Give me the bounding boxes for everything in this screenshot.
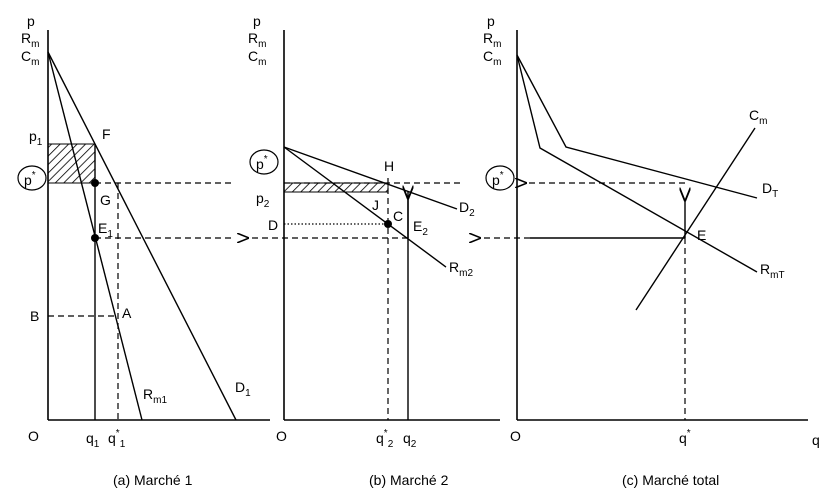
- svg-text:p1: p1: [29, 128, 43, 148]
- svg-text:Rm: Rm: [248, 30, 266, 50]
- panel-a-label-a: A: [122, 305, 132, 321]
- svg-text:q*1: q*1: [108, 428, 126, 450]
- panel-c-cm-curve: [635, 127, 756, 311]
- svg-text:E2: E2: [413, 218, 428, 238]
- panel-a-label-d1: D: [235, 379, 245, 395]
- panel-a-qs1-label: q: [108, 430, 116, 446]
- panel-a-d1-curve: [47, 51, 237, 421]
- svg-text:Cm: Cm: [248, 48, 266, 68]
- panel-b-label-c: C: [393, 208, 403, 224]
- svg-text:p*: p*: [492, 170, 504, 188]
- svg-text:q*: q*: [679, 428, 691, 446]
- panel-c-label-cm: C: [749, 107, 759, 123]
- svg-text:RmT: RmT: [760, 261, 785, 281]
- panel-c-dt-curve: [516, 54, 758, 199]
- panel-a-label-rm1: R: [143, 386, 153, 402]
- svg-text:p2: p2: [256, 190, 270, 210]
- svg-text:D1: D1: [235, 379, 251, 399]
- svg-text:Cm: Cm: [483, 48, 501, 68]
- panel-a-p-label: p: [27, 13, 35, 29]
- panel-c-pstar-label: p: [492, 172, 500, 188]
- panel-b-rm2-curve: [283, 146, 447, 268]
- svg-text:p*: p*: [256, 154, 268, 172]
- panel-c-rmt-curve: [516, 54, 758, 273]
- panel-a-label-g: G: [100, 192, 111, 208]
- panel-c-label-dt: D: [762, 180, 772, 196]
- svg-text:q2: q2: [403, 430, 417, 450]
- panel-b-hatched-area: [283, 182, 389, 193]
- panel-c-qstar-label: q: [679, 430, 687, 446]
- svg-text:Cm: Cm: [749, 107, 767, 127]
- panel-c-pstar-circle: [485, 165, 515, 191]
- panel-b-q2-label: q: [403, 430, 411, 446]
- svg-text:Rm: Rm: [483, 30, 501, 50]
- caption-panel-b: (b) Marché 2: [369, 472, 449, 488]
- panel-c: p Rm Cm p* Cm DT E RmT O q* q: [480, 13, 820, 448]
- panel-c-label-rmt: R: [760, 261, 770, 277]
- panel-b-pstar-circle: [249, 149, 279, 175]
- panel-a-label-b: B: [30, 308, 39, 324]
- panel-b-origin: O: [276, 428, 287, 444]
- panel-c-origin: O: [510, 428, 521, 444]
- panel-a-pstar-label: p: [24, 172, 32, 188]
- caption-panel-c: (c) Marché total: [622, 472, 719, 488]
- panel-c-label-e: E: [697, 227, 706, 243]
- svg-text:p: p: [27, 13, 35, 29]
- caption-panel-a: (a) Marché 1: [113, 472, 193, 488]
- panel-a-point-e1: [91, 234, 99, 242]
- svg-text:Rm1: Rm1: [143, 386, 167, 406]
- panel-b-label-rm2: R: [449, 259, 459, 275]
- panel-b-label-j: J: [372, 197, 379, 213]
- panel-a-origin: O: [28, 428, 39, 444]
- panel-a-pstar-circle: [17, 165, 47, 191]
- panel-a-hatched-area: [47, 143, 96, 184]
- panel-b-label-h: H: [384, 158, 394, 174]
- svg-text:p*: p*: [24, 170, 36, 188]
- panel-b-qs2-label: q: [376, 430, 384, 446]
- panel-c-p-label: p: [487, 13, 495, 29]
- panel-a-point-g: [91, 179, 99, 187]
- svg-text:q1: q1: [86, 430, 100, 450]
- panel-b-d2-curve: [283, 146, 458, 210]
- panel-b-p-label: p: [253, 13, 261, 29]
- panel-a-p1-label: p: [29, 128, 37, 144]
- panel-b-pstar-label: p: [256, 156, 264, 172]
- svg-text:DT: DT: [762, 180, 778, 200]
- panel-b-p2-label: p: [256, 190, 264, 206]
- panel-a-label-f: F: [102, 126, 111, 142]
- svg-text:p: p: [487, 13, 495, 29]
- svg-text:p: p: [253, 13, 261, 29]
- panel-a: p Rm Cm p1 p* F G E1 B A Rm1 D1 O q1 q*1: [17, 13, 270, 450]
- panel-b: p Rm Cm p* H p2 J D C E2 D2 Rm2 O q*2 q2: [248, 13, 500, 450]
- panel-a-label-e1: E: [98, 220, 107, 236]
- svg-text:Rm: Rm: [21, 30, 39, 50]
- svg-text:q*2: q*2: [376, 428, 394, 450]
- panel-a-q1-label: q: [86, 430, 94, 446]
- panel-b-label-d2: D: [459, 199, 469, 215]
- svg-text:Cm: Cm: [21, 48, 39, 68]
- panel-b-label-e2: E: [413, 218, 422, 234]
- svg-text:D2: D2: [459, 199, 475, 219]
- panel-b-label-d: D: [268, 217, 278, 233]
- panel-c-q-axis-label: q: [812, 432, 820, 448]
- panel-b-point-c: [384, 220, 392, 228]
- svg-text:Rm2: Rm2: [449, 259, 473, 279]
- svg-text:E1: E1: [98, 220, 113, 240]
